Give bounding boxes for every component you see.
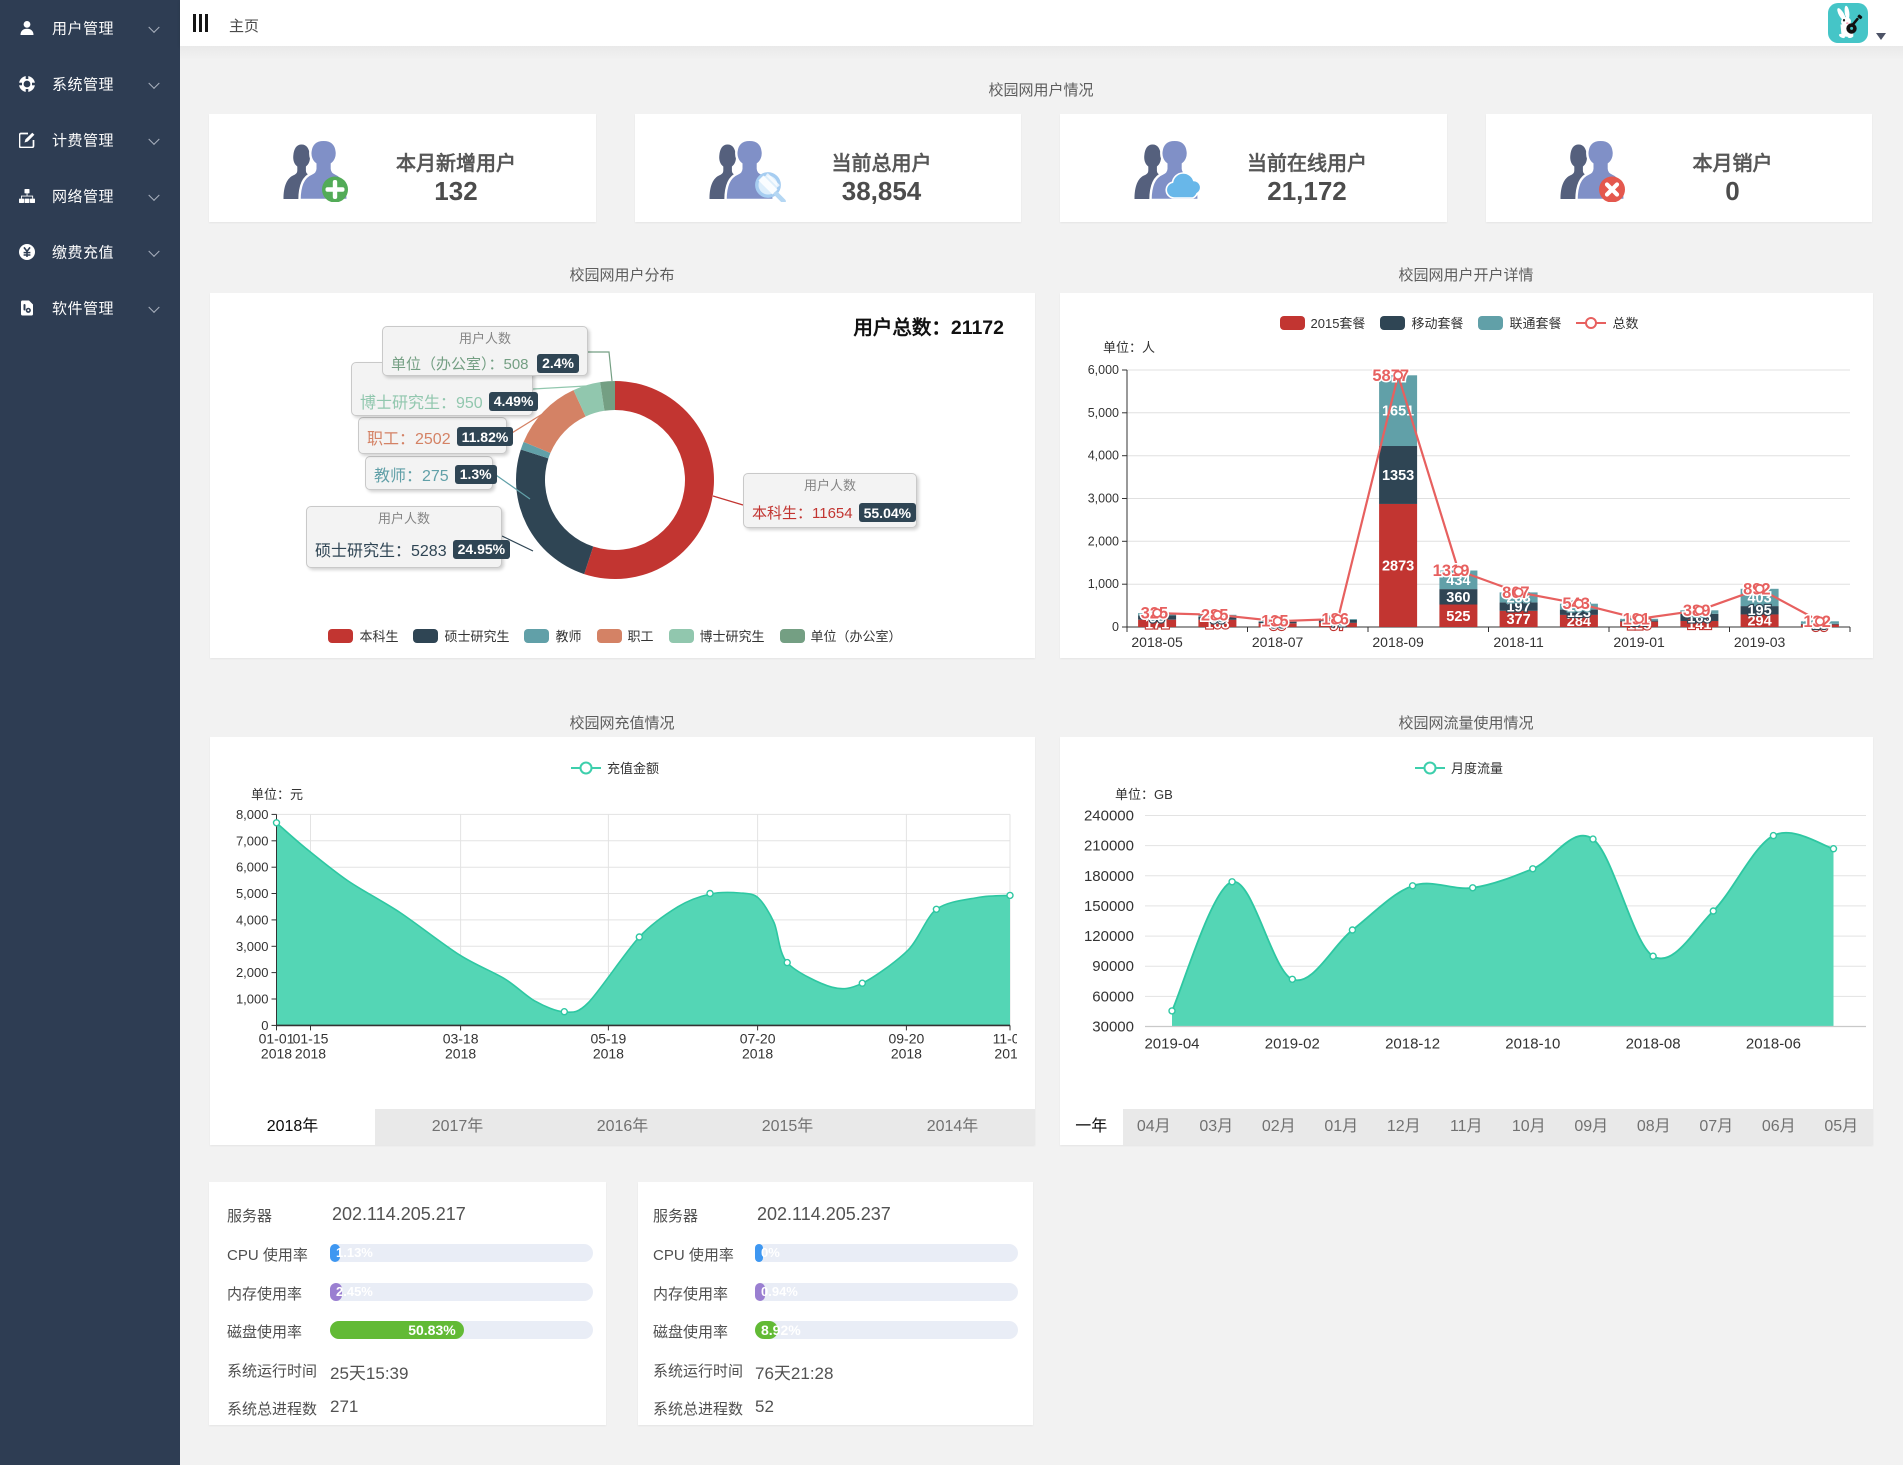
svg-text:6,000: 6,000 (236, 860, 269, 875)
svg-text:2018: 2018 (891, 1045, 922, 1061)
svg-text:5,000: 5,000 (236, 886, 269, 901)
svg-text:125: 125 (1627, 617, 1651, 633)
svg-text:2018: 2018 (261, 1045, 292, 1061)
svg-text:01-15: 01-15 (293, 1030, 329, 1046)
svg-text:2018-10: 2018-10 (1505, 1036, 1560, 1053)
svg-text:2019-04: 2019-04 (1144, 1036, 1199, 1053)
svg-text:2019-01: 2019-01 (1613, 634, 1665, 650)
svg-text:2018-05: 2018-05 (1131, 634, 1183, 650)
svg-text:197: 197 (1506, 600, 1530, 616)
svg-text:2018-12: 2018-12 (1385, 1036, 1440, 1053)
svg-text:180000: 180000 (1084, 868, 1134, 885)
svg-text:2019-02: 2019-02 (1265, 1036, 1320, 1053)
svg-text:123: 123 (1567, 605, 1591, 621)
svg-text:2018-09: 2018-09 (1372, 634, 1424, 650)
svg-text:0: 0 (1112, 620, 1119, 634)
svg-text:07-20: 07-20 (740, 1030, 776, 1046)
svg-text:5877: 5877 (1372, 367, 1409, 385)
svg-text:03-18: 03-18 (443, 1030, 479, 1046)
svg-text:11-01: 11-01 (993, 1030, 1017, 1046)
svg-text:434: 434 (1446, 573, 1470, 589)
svg-text:525: 525 (1446, 609, 1470, 625)
svg-text:360: 360 (1446, 590, 1470, 606)
svg-text:165: 165 (1687, 610, 1711, 626)
svg-text:2018: 2018 (593, 1045, 624, 1061)
svg-text:2018-07: 2018-07 (1252, 634, 1304, 650)
svg-text:4,000: 4,000 (236, 912, 269, 927)
svg-text:2018: 2018 (994, 1045, 1017, 1061)
svg-text:120000: 120000 (1084, 928, 1134, 945)
svg-text:5,000: 5,000 (1088, 406, 1119, 420)
svg-text:60000: 60000 (1092, 988, 1134, 1005)
svg-text:195: 195 (1747, 603, 1771, 619)
svg-text:0: 0 (261, 1018, 268, 1033)
svg-text:6,000: 6,000 (1088, 363, 1119, 377)
svg-text:1,000: 1,000 (236, 992, 269, 1007)
svg-text:141: 141 (1687, 617, 1711, 633)
svg-text:1353: 1353 (1382, 468, 1414, 484)
svg-text:2018-08: 2018-08 (1626, 1036, 1681, 1053)
svg-text:90000: 90000 (1092, 958, 1134, 975)
svg-text:05-19: 05-19 (590, 1030, 626, 1046)
svg-text:2,000: 2,000 (236, 965, 269, 980)
svg-text:1,000: 1,000 (1088, 577, 1119, 591)
svg-text:2873: 2873 (1382, 559, 1414, 575)
svg-text:171: 171 (1145, 616, 1169, 632)
svg-text:8,000: 8,000 (236, 807, 269, 822)
svg-text:1319: 1319 (1433, 562, 1470, 580)
svg-text:210000: 210000 (1084, 838, 1134, 855)
svg-text:2018-11: 2018-11 (1493, 634, 1544, 650)
svg-text:377: 377 (1506, 612, 1530, 628)
svg-text:2018: 2018 (742, 1045, 773, 1061)
svg-text:2018-06: 2018-06 (1746, 1036, 1801, 1053)
svg-text:284: 284 (1567, 614, 1591, 630)
svg-text:150000: 150000 (1084, 898, 1134, 915)
svg-text:3,000: 3,000 (1088, 492, 1119, 506)
svg-text:4,000: 4,000 (1088, 449, 1119, 463)
svg-text:2,000: 2,000 (1088, 534, 1119, 548)
svg-text:09-20: 09-20 (888, 1030, 924, 1046)
svg-text:30000: 30000 (1092, 1019, 1134, 1036)
svg-text:2019-03: 2019-03 (1734, 634, 1786, 650)
svg-text:168: 168 (1205, 616, 1229, 632)
svg-text:97: 97 (1330, 618, 1346, 634)
svg-text:2018: 2018 (445, 1045, 476, 1061)
svg-text:240000: 240000 (1084, 808, 1134, 825)
svg-text:3,000: 3,000 (236, 939, 269, 954)
svg-text:294: 294 (1747, 614, 1771, 630)
svg-text:2018: 2018 (295, 1045, 326, 1061)
svg-text:01-01: 01-01 (259, 1030, 295, 1046)
svg-text:403: 403 (1747, 590, 1771, 606)
svg-text:7,000: 7,000 (236, 833, 269, 848)
